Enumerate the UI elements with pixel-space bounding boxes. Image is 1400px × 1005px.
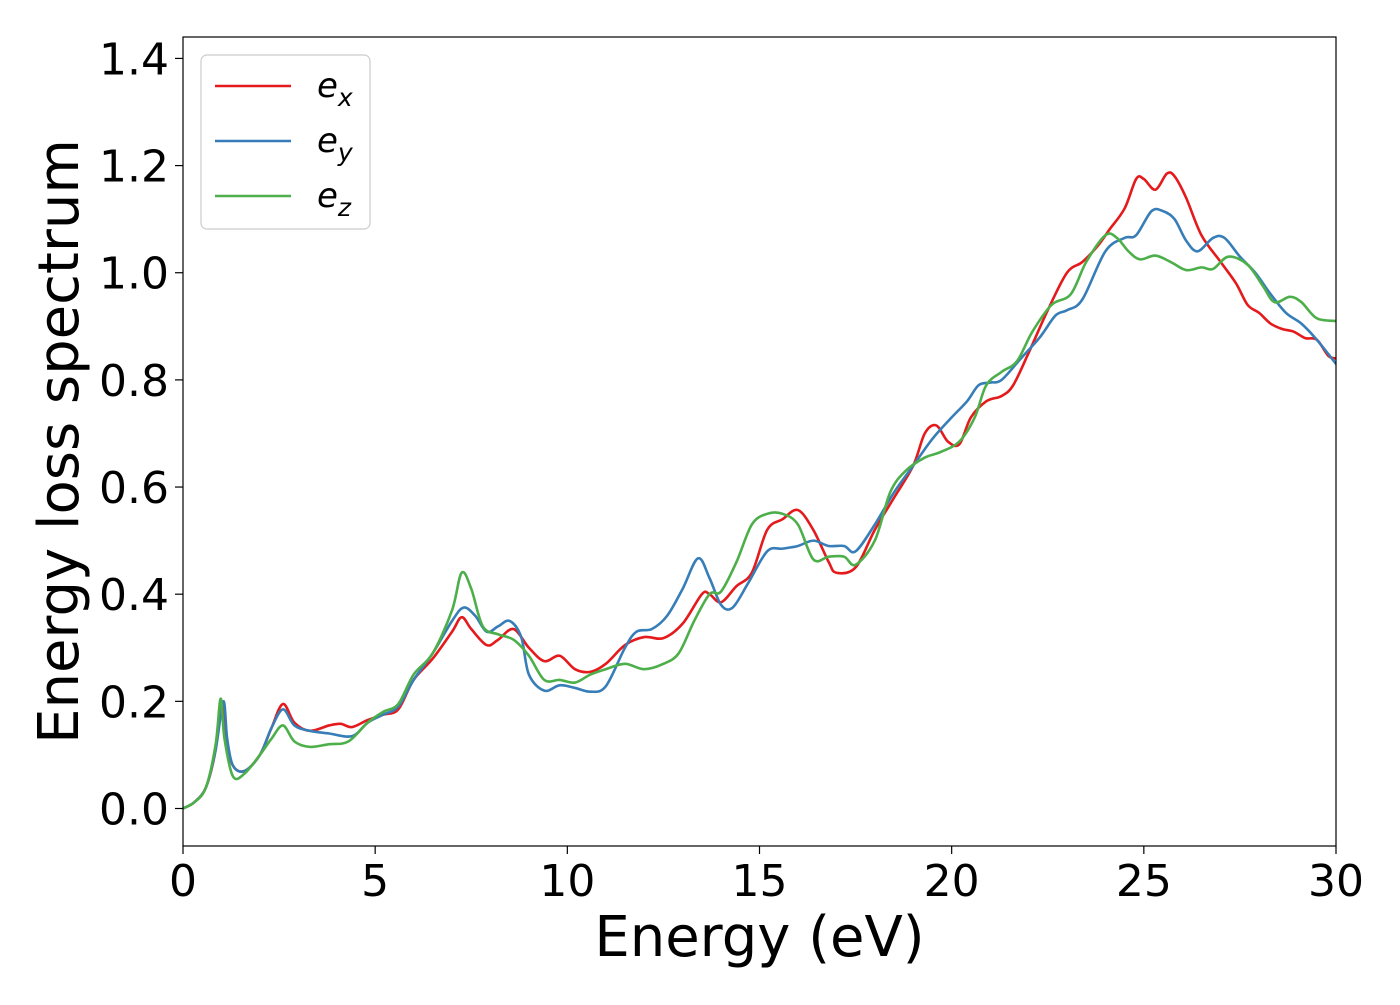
legend-label-x: ex — [317, 66, 353, 112]
y-axis: 0.0 0.2 0.4 0.6 0.8 1.0 1.2 1.4 — [99, 34, 183, 835]
series-line-y — [183, 207, 1336, 810]
series-line-x — [183, 171, 1336, 810]
y-tick-label: 1.2 — [99, 142, 169, 193]
y-axis-label: Energy loss spectrum — [27, 139, 92, 744]
y-tick-label: 0.4 — [99, 570, 169, 621]
x-tick-label: 25 — [1116, 856, 1172, 907]
y-tick-label: 1.4 — [99, 34, 169, 85]
y-tick-label: 1.0 — [99, 249, 169, 300]
x-tick-label: 30 — [1308, 856, 1364, 907]
x-axis: 0 5 10 15 20 25 30 — [169, 846, 1364, 907]
y-tick-label: 0.8 — [99, 356, 169, 407]
series-line-z — [183, 232, 1336, 810]
x-tick-label: 10 — [539, 856, 595, 907]
x-axis-label: Energy (eV) — [594, 905, 924, 970]
x-tick-label: 0 — [169, 856, 197, 907]
x-tick-label: 15 — [732, 856, 788, 907]
y-tick-label: 0.6 — [99, 463, 169, 514]
legend-subscript: z — [337, 193, 352, 222]
y-tick-label: 0.2 — [99, 677, 169, 728]
x-tick-label: 5 — [361, 856, 389, 907]
legend-label-y: ey — [317, 121, 354, 167]
x-tick-label: 20 — [924, 856, 980, 907]
legend-subscript: x — [337, 83, 353, 112]
legend-subscript: y — [337, 138, 354, 167]
series-group — [183, 171, 1336, 810]
y-tick-label: 0.0 — [99, 784, 169, 835]
